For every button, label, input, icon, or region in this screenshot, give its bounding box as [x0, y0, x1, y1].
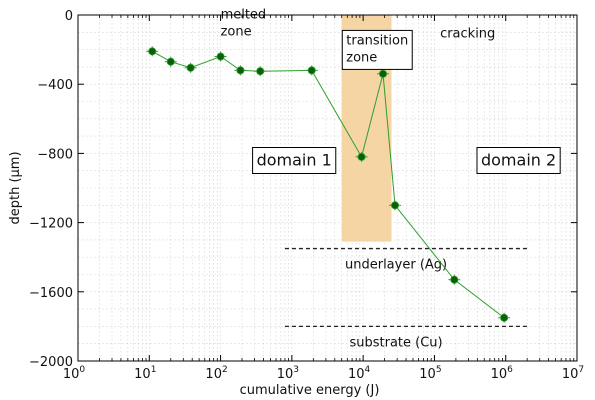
data-series	[146, 46, 511, 323]
annotation-box	[252, 147, 337, 175]
annotation-text: domain 2	[481, 151, 556, 170]
x-tick-label: 102	[205, 365, 227, 382]
data-point	[236, 66, 245, 75]
plot-frame	[77, 14, 578, 362]
annotation-text: domain 1	[257, 151, 332, 170]
data-point	[450, 275, 459, 284]
y-tick-label: −800	[37, 147, 73, 162]
data-point	[379, 69, 388, 78]
y-axis-label: depth (μm)	[8, 151, 23, 224]
annotation-box	[476, 147, 561, 175]
x-tick-label: 107	[562, 365, 584, 382]
annotation-domain2: domain 2	[476, 147, 561, 175]
data-point	[256, 67, 265, 76]
data-point	[500, 313, 509, 322]
data-point	[391, 201, 400, 210]
annotation-domain1: domain 1	[252, 147, 337, 175]
annotation-transition: transition zone	[341, 29, 413, 70]
reference-lines: underlayer (Ag) substrate (Cu)	[284, 247, 528, 350]
x-tick-label: 101	[134, 365, 156, 382]
y-tick-label: −400	[37, 78, 73, 93]
x-tick-label: 105	[419, 365, 441, 382]
annotation-box	[341, 29, 413, 70]
y-tick-label: −1200	[29, 217, 73, 232]
x-tick-label: 103	[277, 365, 299, 382]
grid-lines	[77, 14, 577, 362]
data-point	[357, 152, 366, 161]
data-point	[166, 57, 175, 66]
annotation-text: zone	[221, 24, 252, 39]
annotation-text: transition	[346, 33, 408, 48]
x-tick-label: 106	[491, 365, 514, 382]
y-tick-label: −2000	[29, 355, 73, 370]
reference-line-label: underlayer (Ag)	[345, 258, 447, 273]
y-tick-label: −1600	[29, 286, 73, 301]
data-point	[307, 66, 316, 75]
x-tick-label: 104	[348, 365, 371, 382]
data-point	[148, 47, 157, 56]
annotation-text: cracking	[440, 26, 495, 41]
x-axis-label: cumulative energy (J)	[240, 383, 380, 398]
data-point	[216, 52, 225, 61]
annotation-text: zone	[346, 50, 377, 65]
reference-line-label: substrate (Cu)	[349, 335, 442, 350]
annotation-cracking: cracking	[440, 26, 495, 41]
y-tick-label: 0	[65, 9, 73, 24]
data-point	[186, 63, 195, 72]
